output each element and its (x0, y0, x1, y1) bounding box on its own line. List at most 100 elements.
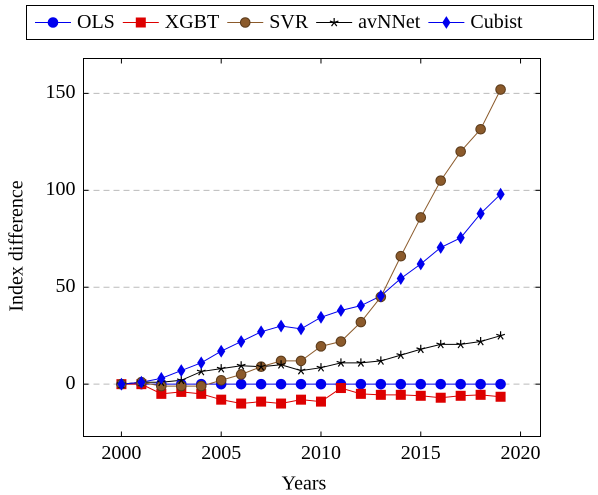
legend-box (26, 5, 594, 40)
point (137, 375, 146, 389)
point (197, 356, 206, 370)
y-tick-label: 0 (66, 372, 76, 394)
point (396, 272, 405, 285)
y-axis-label: Index difference (6, 180, 28, 311)
point (296, 322, 306, 336)
point (416, 344, 426, 354)
legend-entry: Cubist (428, 11, 523, 33)
legend-marker (239, 17, 251, 28)
point (376, 289, 385, 303)
point (257, 325, 266, 339)
point (455, 378, 466, 390)
plot-frame (83, 58, 541, 437)
point (335, 383, 346, 394)
point (216, 364, 226, 373)
x-tick-label: 2015 (401, 442, 441, 464)
legend-label: XGBT (165, 11, 219, 33)
point (175, 380, 187, 392)
point (275, 378, 287, 390)
point (255, 378, 267, 390)
point (315, 396, 326, 407)
point (315, 341, 327, 352)
point (436, 241, 445, 254)
point (355, 378, 367, 390)
point (157, 371, 166, 385)
point (276, 398, 287, 409)
point (216, 394, 227, 405)
x-tick-label: 2005 (201, 442, 241, 464)
point (316, 363, 326, 372)
legend-marker (135, 17, 146, 28)
point (435, 378, 447, 390)
point (455, 146, 466, 157)
x-tick-label: 2010 (301, 442, 341, 464)
point (276, 360, 286, 369)
point (375, 378, 387, 390)
series-line (121, 89, 502, 387)
point (235, 369, 247, 380)
point (415, 212, 427, 223)
point (117, 377, 126, 391)
x-tick-label: 2000 (101, 442, 141, 464)
point (375, 389, 386, 400)
legend-label: SVR (269, 11, 309, 33)
point (256, 362, 266, 371)
point (195, 380, 207, 392)
point (476, 337, 486, 346)
point (416, 257, 425, 271)
point (456, 339, 466, 349)
point (296, 394, 307, 405)
point (415, 378, 427, 390)
point (295, 355, 307, 367)
point (296, 366, 306, 375)
point (395, 250, 407, 262)
point (315, 378, 327, 390)
point (356, 358, 366, 367)
legend-marker (329, 18, 339, 27)
point (336, 358, 346, 367)
point (217, 344, 226, 358)
point (456, 231, 465, 245)
point (316, 310, 326, 324)
legend-entry: SVR (227, 11, 309, 33)
point (455, 390, 466, 401)
x-axis-label: Years (282, 473, 327, 495)
point (177, 364, 186, 378)
point (256, 396, 267, 407)
legend-entry: avNNet (316, 11, 421, 33)
point (355, 316, 367, 328)
legend-entry: XGBT (122, 11, 219, 33)
point (376, 356, 386, 365)
point (237, 335, 246, 348)
point (495, 391, 506, 402)
point (436, 339, 446, 349)
point (475, 389, 486, 400)
point (496, 331, 506, 340)
point (475, 123, 486, 135)
point (356, 299, 365, 313)
point (176, 375, 186, 385)
series-line (121, 193, 501, 385)
point (196, 367, 206, 376)
point (395, 389, 406, 400)
point (236, 398, 247, 409)
y-tick-label: 50 (56, 275, 76, 297)
point (435, 392, 446, 403)
legend-entry: OLS (35, 11, 115, 33)
point (415, 390, 426, 401)
y-tick-label: 150 (46, 81, 76, 103)
point (276, 319, 286, 333)
point (496, 187, 505, 201)
point (336, 304, 346, 317)
point (236, 361, 246, 370)
point (395, 378, 407, 390)
point (215, 374, 227, 386)
y-tick-label: 100 (46, 178, 76, 200)
point (435, 175, 447, 186)
legend-label: OLS (77, 11, 115, 33)
point (396, 350, 406, 360)
point (495, 378, 506, 390)
legend-marker (47, 17, 59, 28)
point (495, 84, 506, 95)
